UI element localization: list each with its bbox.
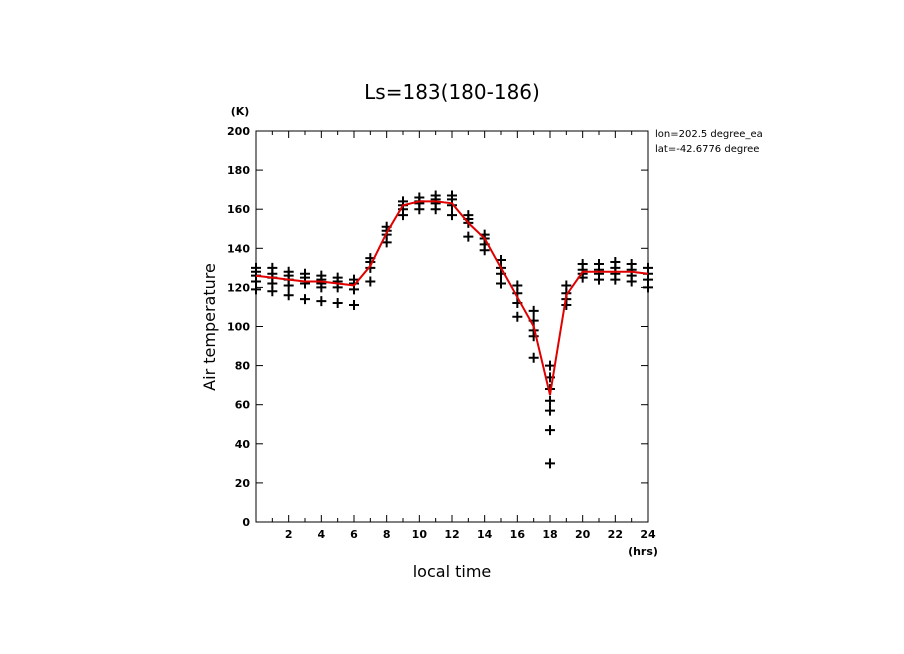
x-tick-label: 10	[412, 528, 428, 541]
data-point	[365, 276, 376, 287]
data-point	[349, 299, 359, 310]
data-point	[316, 282, 327, 293]
data-point	[332, 298, 343, 309]
y-tick-label: 80	[235, 360, 251, 373]
data-point	[528, 352, 539, 363]
y-tick-label: 160	[227, 203, 250, 216]
data-point	[447, 210, 457, 221]
data-point	[626, 276, 637, 287]
data-point	[267, 286, 278, 297]
data-point	[528, 305, 539, 316]
chart-title: Ls=183(180-186)	[364, 80, 540, 104]
y-tick-label: 200	[227, 125, 250, 138]
y-tick-label: 20	[235, 477, 251, 490]
x-tick-label: 4	[318, 528, 326, 541]
x-tick-label: 20	[575, 528, 591, 541]
y-axis-label: Air temperature	[200, 263, 219, 391]
data-point	[561, 299, 572, 310]
y-tick-label: 140	[227, 242, 250, 255]
data-point	[463, 231, 474, 242]
series-line-mean	[255, 200, 649, 396]
x-tick-label: 14	[477, 528, 493, 541]
plot-frame	[255, 130, 649, 523]
y-tick-label: 0	[242, 516, 250, 529]
y-tick-label: 60	[235, 399, 251, 412]
data-point	[545, 395, 555, 406]
x-axis-label: local time	[413, 562, 492, 581]
y-tick-label: 120	[227, 281, 250, 294]
data-point	[545, 405, 555, 416]
data-point	[496, 278, 506, 289]
y-tick-label: 180	[227, 164, 250, 177]
y-tick-label: 40	[235, 438, 251, 451]
data-point	[610, 274, 621, 285]
x-tick-label: 18	[542, 528, 557, 541]
x-tick-label: 12	[444, 528, 459, 541]
data-point	[414, 204, 425, 215]
data-point	[447, 200, 457, 211]
x-tick-label: 6	[350, 528, 358, 541]
data-point	[430, 204, 441, 215]
data-point	[300, 294, 310, 305]
y-tick-label: 100	[227, 321, 250, 334]
data-point	[479, 245, 490, 256]
x-axis-unit: (hrs)	[628, 545, 658, 558]
data-point	[643, 282, 653, 293]
annotation-longitude: lon=202.5 degree_ea	[655, 129, 763, 140]
x-tick-label: 24	[640, 528, 656, 541]
data-point	[300, 278, 310, 289]
data-point	[545, 360, 555, 371]
data-point	[316, 296, 327, 307]
data-point	[545, 458, 555, 469]
data-point	[398, 210, 408, 221]
x-tick-label: 16	[510, 528, 526, 541]
annotation-latitude: lat=-42.6776 degree	[655, 144, 759, 155]
data-point	[545, 425, 555, 436]
data-point	[512, 311, 523, 322]
data-point	[283, 280, 294, 291]
x-tick-label: 22	[608, 528, 623, 541]
x-tick-label: 8	[383, 528, 391, 541]
data-point	[381, 237, 392, 248]
y-axis-unit: (K)	[231, 105, 250, 118]
data-point	[594, 274, 604, 285]
data-point	[283, 290, 294, 301]
x-tick-label: 2	[285, 528, 293, 541]
data-point	[251, 284, 261, 295]
